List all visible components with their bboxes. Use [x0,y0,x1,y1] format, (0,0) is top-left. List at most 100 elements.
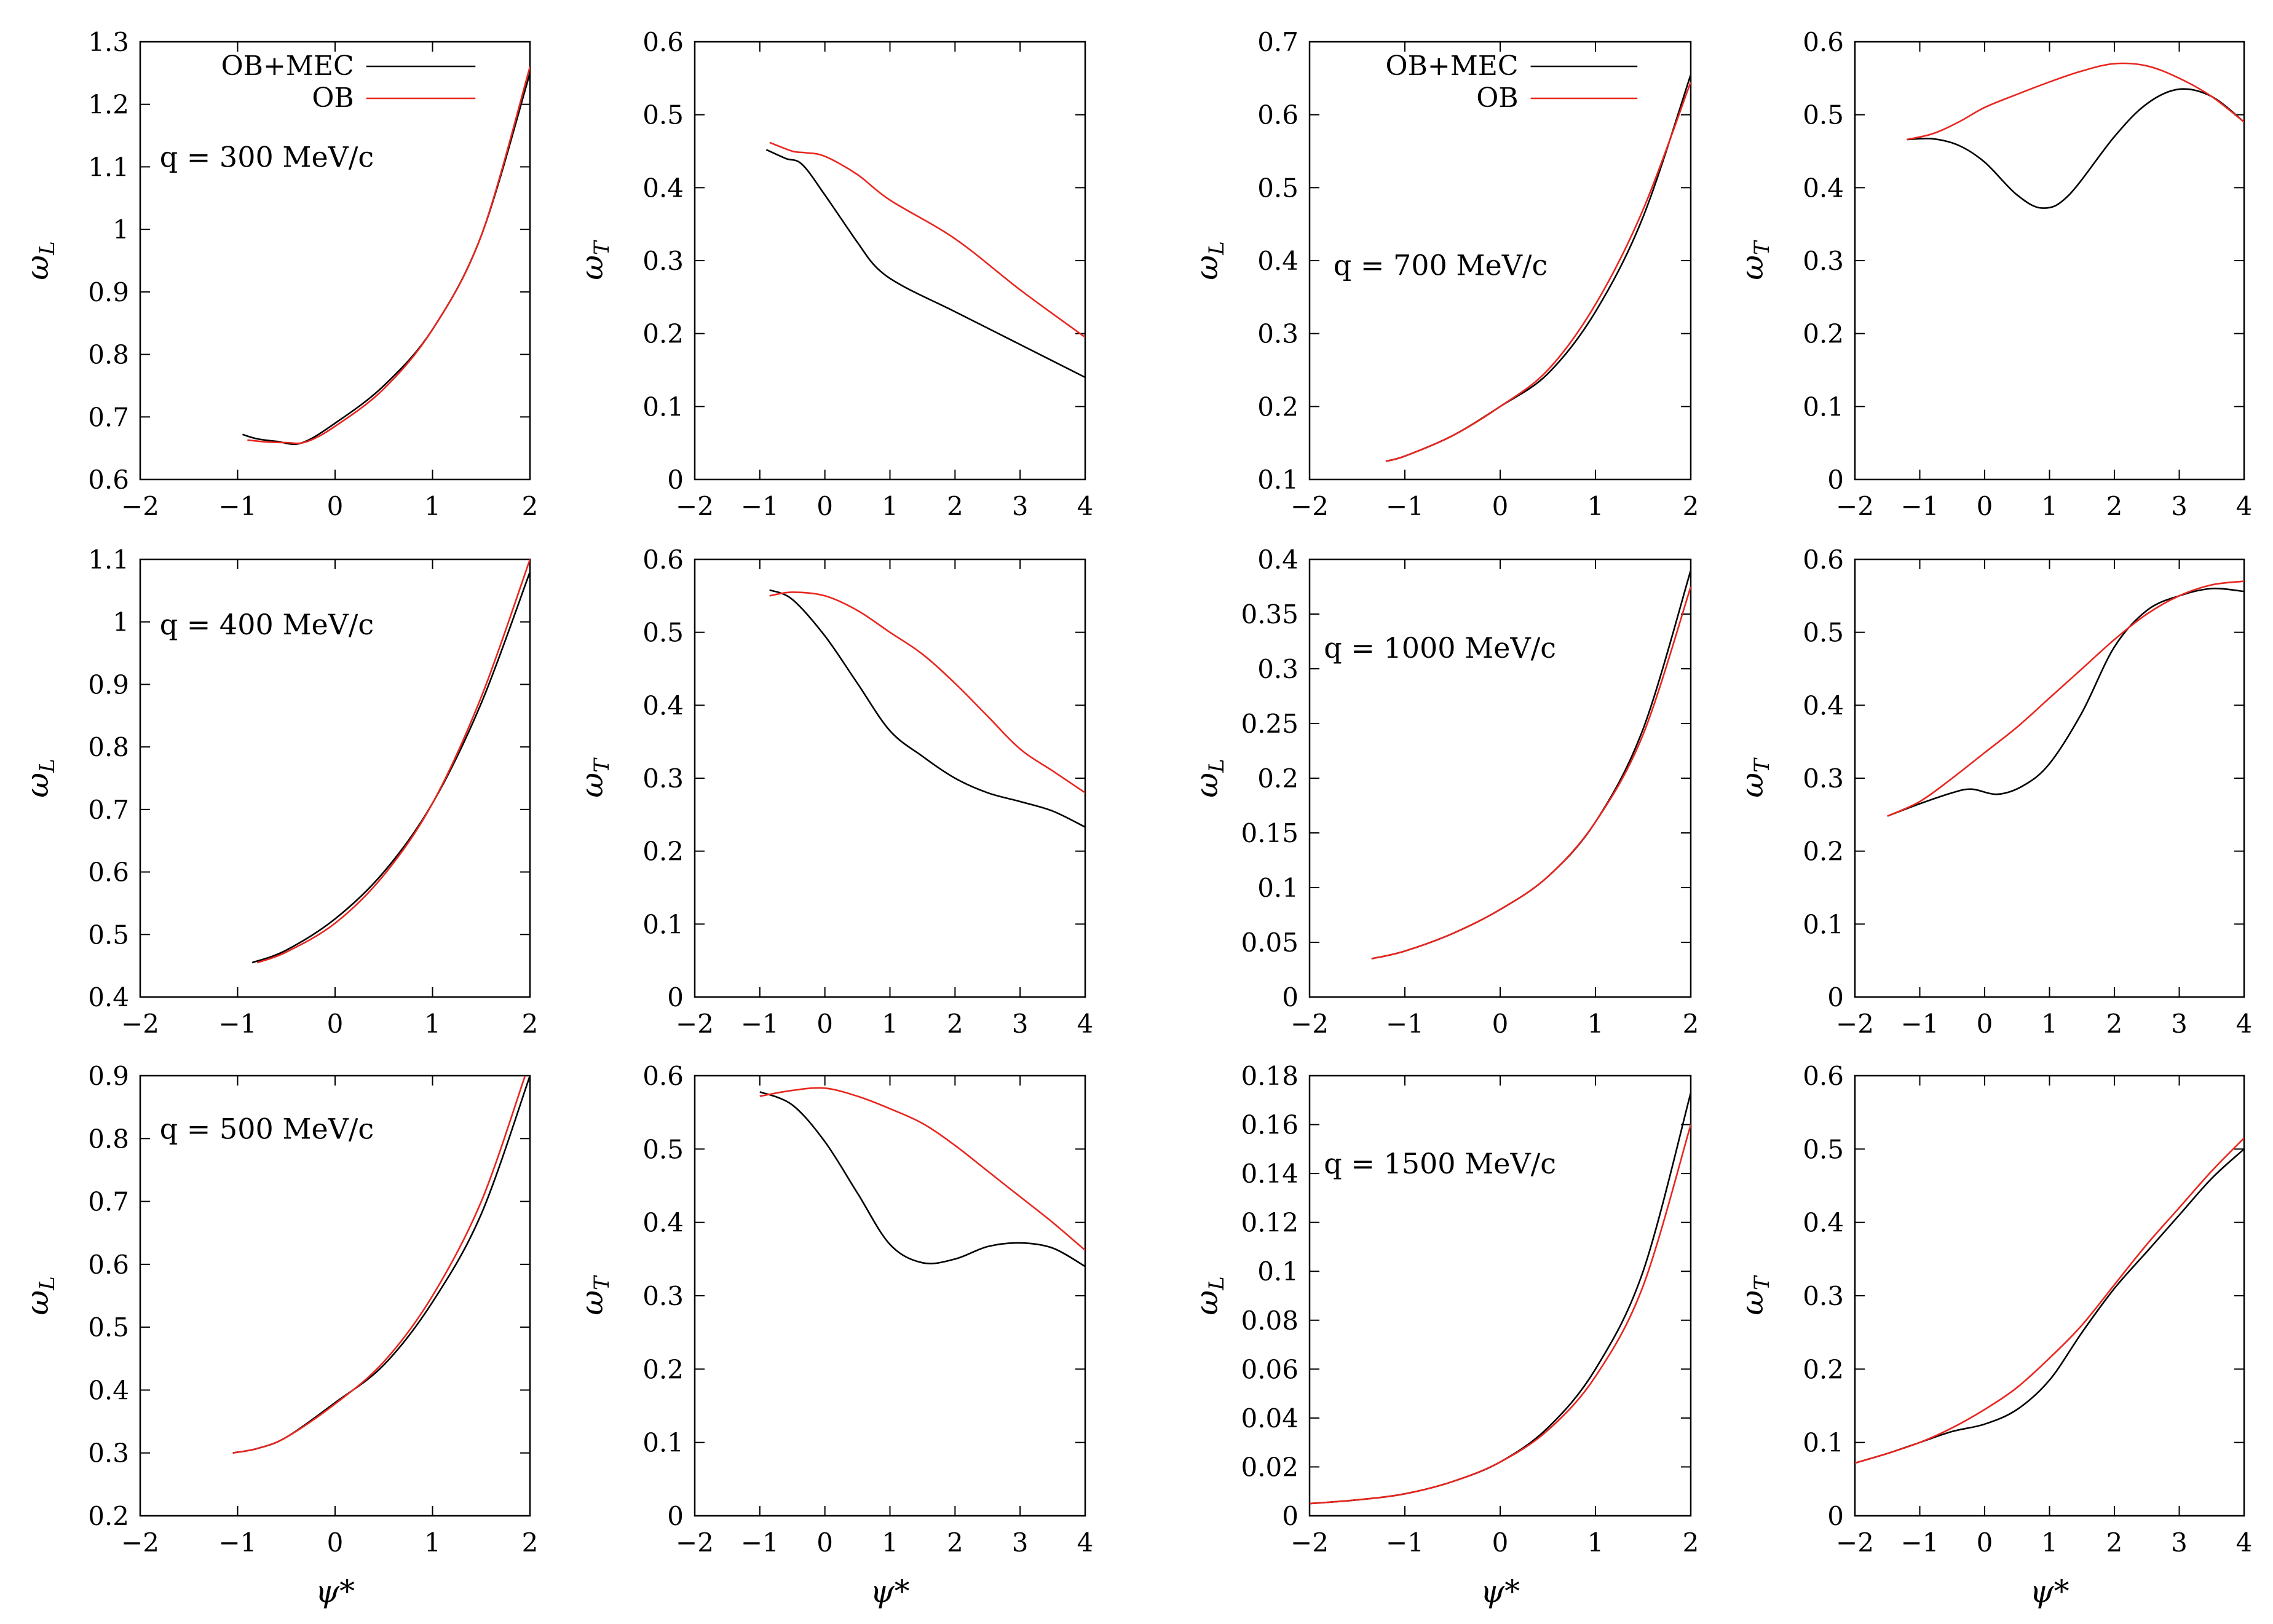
x-tick-label: 0 [1492,1009,1509,1039]
series-line-ob [1385,81,1691,462]
x-tick-label: 1 [882,1527,898,1558]
x-tick-label: 1 [2041,1527,2058,1558]
series-line-ob-mec [251,571,530,964]
x-axis-label: ψ* [1480,1574,1520,1609]
panel-5: −2 −1 0 1 2 3 4 0 0.1 0.2 0.3 0.4 0.5 0.6 ωT [574,545,1093,1039]
y-tick-label: 0.4 [1257,246,1299,276]
y-tick-label: 0.4 [88,1375,129,1405]
y-tick-label: 0.2 [1257,763,1299,794]
x-tick-label: −2 [1291,1009,1329,1039]
y-tick-label: 0.1 [642,392,684,422]
y-axis-label: ωT [1734,240,1774,280]
legend-label-ob: OB [1476,82,1518,114]
y-tick-label: 0.2 [1803,837,1844,867]
y-tick-label: 0.15 [1241,818,1299,848]
series-line-ob [769,591,1085,794]
series-line-ob-mec [1371,570,1691,960]
series-line-ob-mec [769,589,1085,828]
y-tick-label: 0.1 [1803,909,1844,939]
x-tick-label: 0 [816,491,833,521]
x-tick-label: −1 [741,1527,779,1558]
y-tick-label: 0.1 [642,1428,684,1458]
y-tick-label: 0.4 [642,690,684,720]
series-line-ob [769,141,1085,338]
panel-0: −2 −1 0 1 2 0.6 0.7 0.8 0.9 1 1.1 1.2 1.3 ωL q = 300 M… [20,27,538,521]
y-tick-label: 1.2 [88,90,129,120]
y-tick-label: 0.6 [1257,100,1299,130]
x-tick-label: 4 [2236,1009,2253,1039]
x-tick-label: −1 [1386,491,1424,521]
y-tick-label: 0.12 [1241,1208,1299,1238]
y-tick-label: 0.3 [642,763,684,794]
x-tick-label: 2 [1683,1527,1699,1558]
legend-label-ob-mec: OB+MEC [221,50,354,82]
y-tick-label: 0.7 [88,402,129,432]
y-tick-label: 0.3 [1803,763,1844,794]
x-tick-label: 3 [1012,1527,1029,1558]
x-axis-label: ψ* [315,1574,355,1609]
y-tick-label: 0.3 [1257,319,1299,349]
y-tick-label: 0.1 [1803,1428,1844,1458]
y-tick-label: 1 [113,607,129,637]
series-line-ob-mec [1907,88,2244,209]
series-line-ob-mec [759,1091,1085,1267]
x-tick-label: −1 [219,491,257,521]
x-tick-label: 0 [327,491,344,521]
x-tick-label: 1 [1587,491,1604,521]
x-tick-label: −1 [741,1009,779,1039]
y-tick-label: 0 [1827,1501,1844,1531]
x-tick-label: −2 [1836,1527,1874,1558]
y-tick-label: 0.1 [642,909,684,939]
x-tick-label: −2 [676,491,714,521]
y-tick-label: 0.4 [1257,545,1299,575]
y-tick-label: 0.6 [88,1250,129,1280]
q-annotation: q = 300 MeV/c [160,140,374,173]
y-tick-label: 0.1 [1257,873,1299,903]
x-tick-label: −1 [219,1527,257,1558]
y-tick-label: 0.3 [88,1438,129,1468]
y-tick-label: 0.2 [1257,392,1299,422]
y-tick-label: 0.5 [1257,173,1299,203]
y-tick-label: 0.4 [88,982,129,1012]
y-tick-label: 0.6 [1803,27,1844,57]
y-tick-label: 0.6 [642,1061,684,1091]
y-tick-label: 0.1 [1257,465,1299,495]
x-tick-label: −1 [1386,1009,1424,1039]
y-tick-label: 0.7 [88,1187,129,1217]
y-axis-label: ωT [574,1275,614,1315]
y-tick-label: 0.06 [1241,1354,1299,1384]
x-tick-label: −1 [219,1009,257,1039]
y-tick-label: 0.6 [642,27,684,57]
plot-frame [1854,558,2245,998]
y-tick-label: 0.14 [1241,1159,1299,1189]
y-tick-label: 0.6 [1803,545,1844,575]
legend-label-ob-mec: OB+MEC [1385,50,1518,82]
series-line-ob [232,1076,526,1454]
y-tick-label: 1 [113,215,129,245]
x-tick-label: −2 [1836,1009,1874,1039]
y-tick-label: 0 [1827,465,1844,495]
panel-7: −2 −1 0 1 2 3 4 0 0.1 0.2 0.3 0.4 0.5 0.6 ωT [1734,545,2252,1039]
x-tick-label: 2 [2106,491,2123,521]
x-tick-label: 4 [2236,491,2253,521]
x-tick-label: 0 [1977,1009,1993,1039]
x-tick-label: −2 [1291,491,1329,521]
y-tick-label: 0.2 [88,1501,129,1531]
y-tick-label: 0.5 [642,618,684,648]
series-line-ob [759,1087,1085,1251]
x-tick-label: 4 [1077,1009,1094,1039]
y-tick-label: 0 [667,465,684,495]
y-tick-label: 0.02 [1241,1452,1299,1482]
y-tick-label: 0.2 [642,837,684,867]
series-line-ob [1855,1137,2244,1464]
y-axis-label: ωL [1189,1276,1229,1315]
x-tick-label: 2 [947,491,963,521]
y-axis-label: ωT [574,757,614,798]
x-tick-label: −1 [741,491,779,521]
x-tick-label: 3 [2171,1009,2188,1039]
y-tick-label: 0.5 [642,100,684,130]
x-tick-label: −2 [676,1009,714,1039]
panel-9: −2 −1 0 1 2 3 4 0 0.1 0.2 0.3 0.4 0.5 0.6 ωT ψ* [574,1061,1093,1609]
y-tick-label: 0.16 [1241,1110,1299,1140]
